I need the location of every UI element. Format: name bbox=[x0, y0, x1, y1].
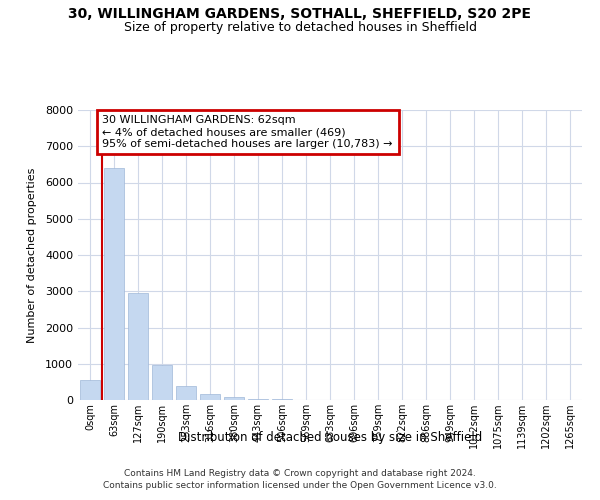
Bar bbox=[200, 394, 220, 400]
Bar bbox=[128, 293, 148, 400]
Text: Contains HM Land Registry data © Crown copyright and database right 2024.: Contains HM Land Registry data © Crown c… bbox=[124, 470, 476, 478]
Text: Distribution of detached houses by size in Sheffield: Distribution of detached houses by size … bbox=[178, 431, 482, 444]
Text: 30, WILLINGHAM GARDENS, SOTHALL, SHEFFIELD, S20 2PE: 30, WILLINGHAM GARDENS, SOTHALL, SHEFFIE… bbox=[68, 8, 532, 22]
Bar bbox=[80, 380, 100, 400]
Bar bbox=[248, 399, 268, 400]
Text: Contains public sector information licensed under the Open Government Licence v3: Contains public sector information licen… bbox=[103, 480, 497, 490]
Bar bbox=[152, 365, 172, 400]
Y-axis label: Number of detached properties: Number of detached properties bbox=[26, 168, 37, 342]
Text: Size of property relative to detached houses in Sheffield: Size of property relative to detached ho… bbox=[124, 21, 476, 34]
Bar bbox=[224, 397, 244, 400]
Bar bbox=[104, 168, 124, 400]
Text: 30 WILLINGHAM GARDENS: 62sqm
← 4% of detached houses are smaller (469)
95% of se: 30 WILLINGHAM GARDENS: 62sqm ← 4% of det… bbox=[103, 116, 393, 148]
Bar bbox=[176, 386, 196, 400]
